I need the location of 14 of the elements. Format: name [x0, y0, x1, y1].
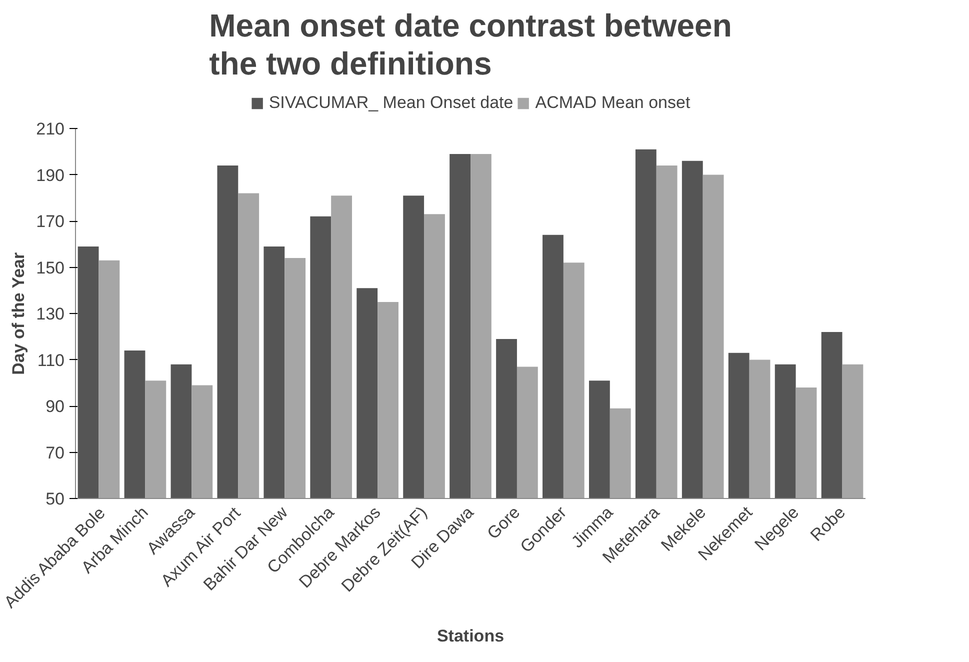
legend-label: ACMAD Mean onset: [535, 93, 690, 113]
y-tick-label: 90: [46, 397, 65, 416]
y-tick-label: 170: [36, 212, 65, 231]
y-tick-label: 210: [36, 120, 65, 138]
chart-title: Mean onset date contrast between the two definitions: [209, 8, 732, 82]
y-tick-label: 130: [36, 304, 65, 324]
y-axis-title: Day of the Year: [9, 252, 28, 375]
x-axis-title: Stations: [436, 626, 504, 646]
y-tick-label: 110: [37, 350, 65, 370]
y-tick-label: 190: [36, 166, 65, 185]
legend-label: SIVACUMAR_ Mean Onset date: [268, 93, 514, 113]
y-tick-label: 70: [46, 443, 65, 462]
y-tick-label: 150: [36, 258, 65, 278]
y-tick-label: 50: [46, 490, 65, 508]
